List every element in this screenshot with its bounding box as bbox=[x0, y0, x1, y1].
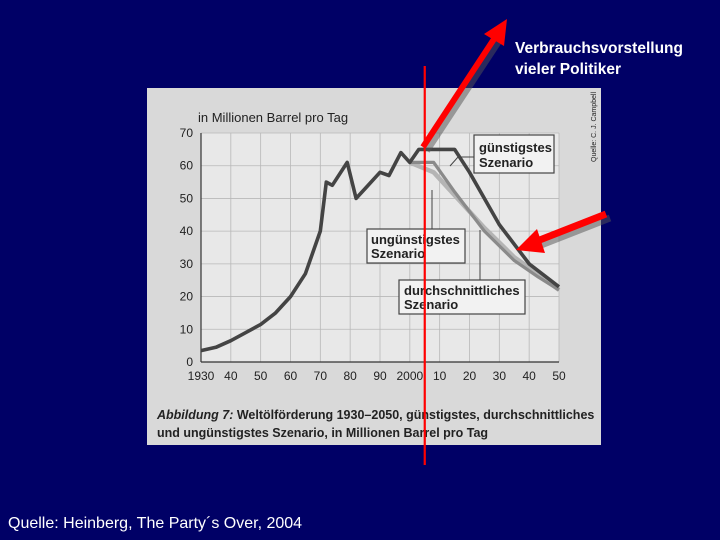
label-best-line1: günstigstes bbox=[479, 140, 552, 155]
y-tick-label: 40 bbox=[180, 224, 194, 238]
arrow-left-shaft bbox=[530, 210, 608, 247]
label-worst-box bbox=[366, 228, 466, 264]
arrow-up-right bbox=[420, 19, 507, 153]
caption-line1-bold: Abbildung 7: bbox=[156, 408, 233, 422]
x-tick-label: 2000 bbox=[396, 369, 423, 383]
label-avg-line1: durchschnittliches bbox=[404, 283, 520, 298]
y-tick-label: 10 bbox=[180, 322, 194, 336]
y-tick-label: 20 bbox=[180, 290, 194, 304]
arrow-left-down bbox=[516, 210, 612, 253]
caption-line1-rest: Weltölförderung 1930–2050, günstigstes, … bbox=[233, 408, 594, 422]
arrow-left-shadow bbox=[534, 214, 612, 251]
label-best-line2: Szenario bbox=[479, 155, 533, 170]
x-tick-label: 70 bbox=[314, 369, 328, 383]
label-avg-scenario: durchschnittliches Szenario bbox=[398, 279, 526, 315]
y-axis-label: in Millionen Barrel pro Tag bbox=[198, 110, 348, 125]
arrow-up-head bbox=[484, 19, 507, 46]
x-tick-label: 40 bbox=[224, 369, 238, 383]
source-citation: Quelle: Heinberg, The Party´s Over, 2004 bbox=[8, 515, 303, 532]
label-worst-line1: ungünstigstes bbox=[371, 232, 460, 247]
caption-line2: und ungünstigstes Szenario, in Millionen… bbox=[157, 426, 488, 440]
x-tick-label: 80 bbox=[343, 369, 357, 383]
label-best-scenario: günstigstes Szenario bbox=[473, 134, 555, 174]
x-tick-label: 50 bbox=[254, 369, 268, 383]
arrow-up-shaft bbox=[420, 34, 499, 149]
series-best-line bbox=[200, 147, 561, 353]
politician-expectation-annotation: Verbrauchsvorstellung vieler Politiker bbox=[515, 38, 683, 80]
label-avg-box bbox=[398, 279, 526, 315]
y-tick-label: 70 bbox=[180, 126, 194, 140]
annotation-line1: Verbrauchsvorstellung bbox=[515, 40, 683, 57]
x-tick-label: 40 bbox=[522, 369, 536, 383]
x-tick-label: 60 bbox=[284, 369, 298, 383]
x-tick-label: 30 bbox=[493, 369, 507, 383]
axes bbox=[200, 133, 559, 363]
x-tick-label: 50 bbox=[552, 369, 566, 383]
x-tick-label: 20 bbox=[463, 369, 477, 383]
series-worst-line bbox=[408, 160, 561, 292]
leader-line-best bbox=[449, 156, 474, 167]
label-worst-scenario: ungünstigstes Szenario bbox=[366, 228, 466, 264]
annotation-line2: vieler Politiker bbox=[515, 61, 621, 78]
series-average-line bbox=[409, 160, 560, 292]
y-tick-label: 50 bbox=[180, 191, 194, 205]
credit-text: Quelle: C. J. Campbell bbox=[591, 92, 598, 162]
arrow-left-head bbox=[516, 229, 545, 253]
label-best-box bbox=[473, 134, 555, 174]
x-tick-label: 90 bbox=[373, 369, 387, 383]
y-tick-label: 60 bbox=[180, 159, 194, 173]
series-group bbox=[200, 147, 561, 353]
caption-line1: Abbildung 7: Weltölförderung 1930–2050, … bbox=[156, 408, 594, 422]
y-tick-label: 30 bbox=[180, 257, 194, 271]
y-tick-label: 0 bbox=[186, 355, 193, 369]
label-worst-line2: Szenario bbox=[371, 246, 425, 261]
y-ticks: 0 10 20 30 40 50 60 70 bbox=[180, 126, 194, 369]
arrow-up-shadow bbox=[424, 38, 503, 153]
x-ticks: 1930 40 50 60 70 80 90 2000 10 20 30 40 50 bbox=[188, 369, 566, 383]
x-tick-label: 10 bbox=[433, 369, 447, 383]
x-tick-label: 1930 bbox=[188, 369, 215, 383]
label-avg-line2: Szenario bbox=[404, 297, 458, 312]
